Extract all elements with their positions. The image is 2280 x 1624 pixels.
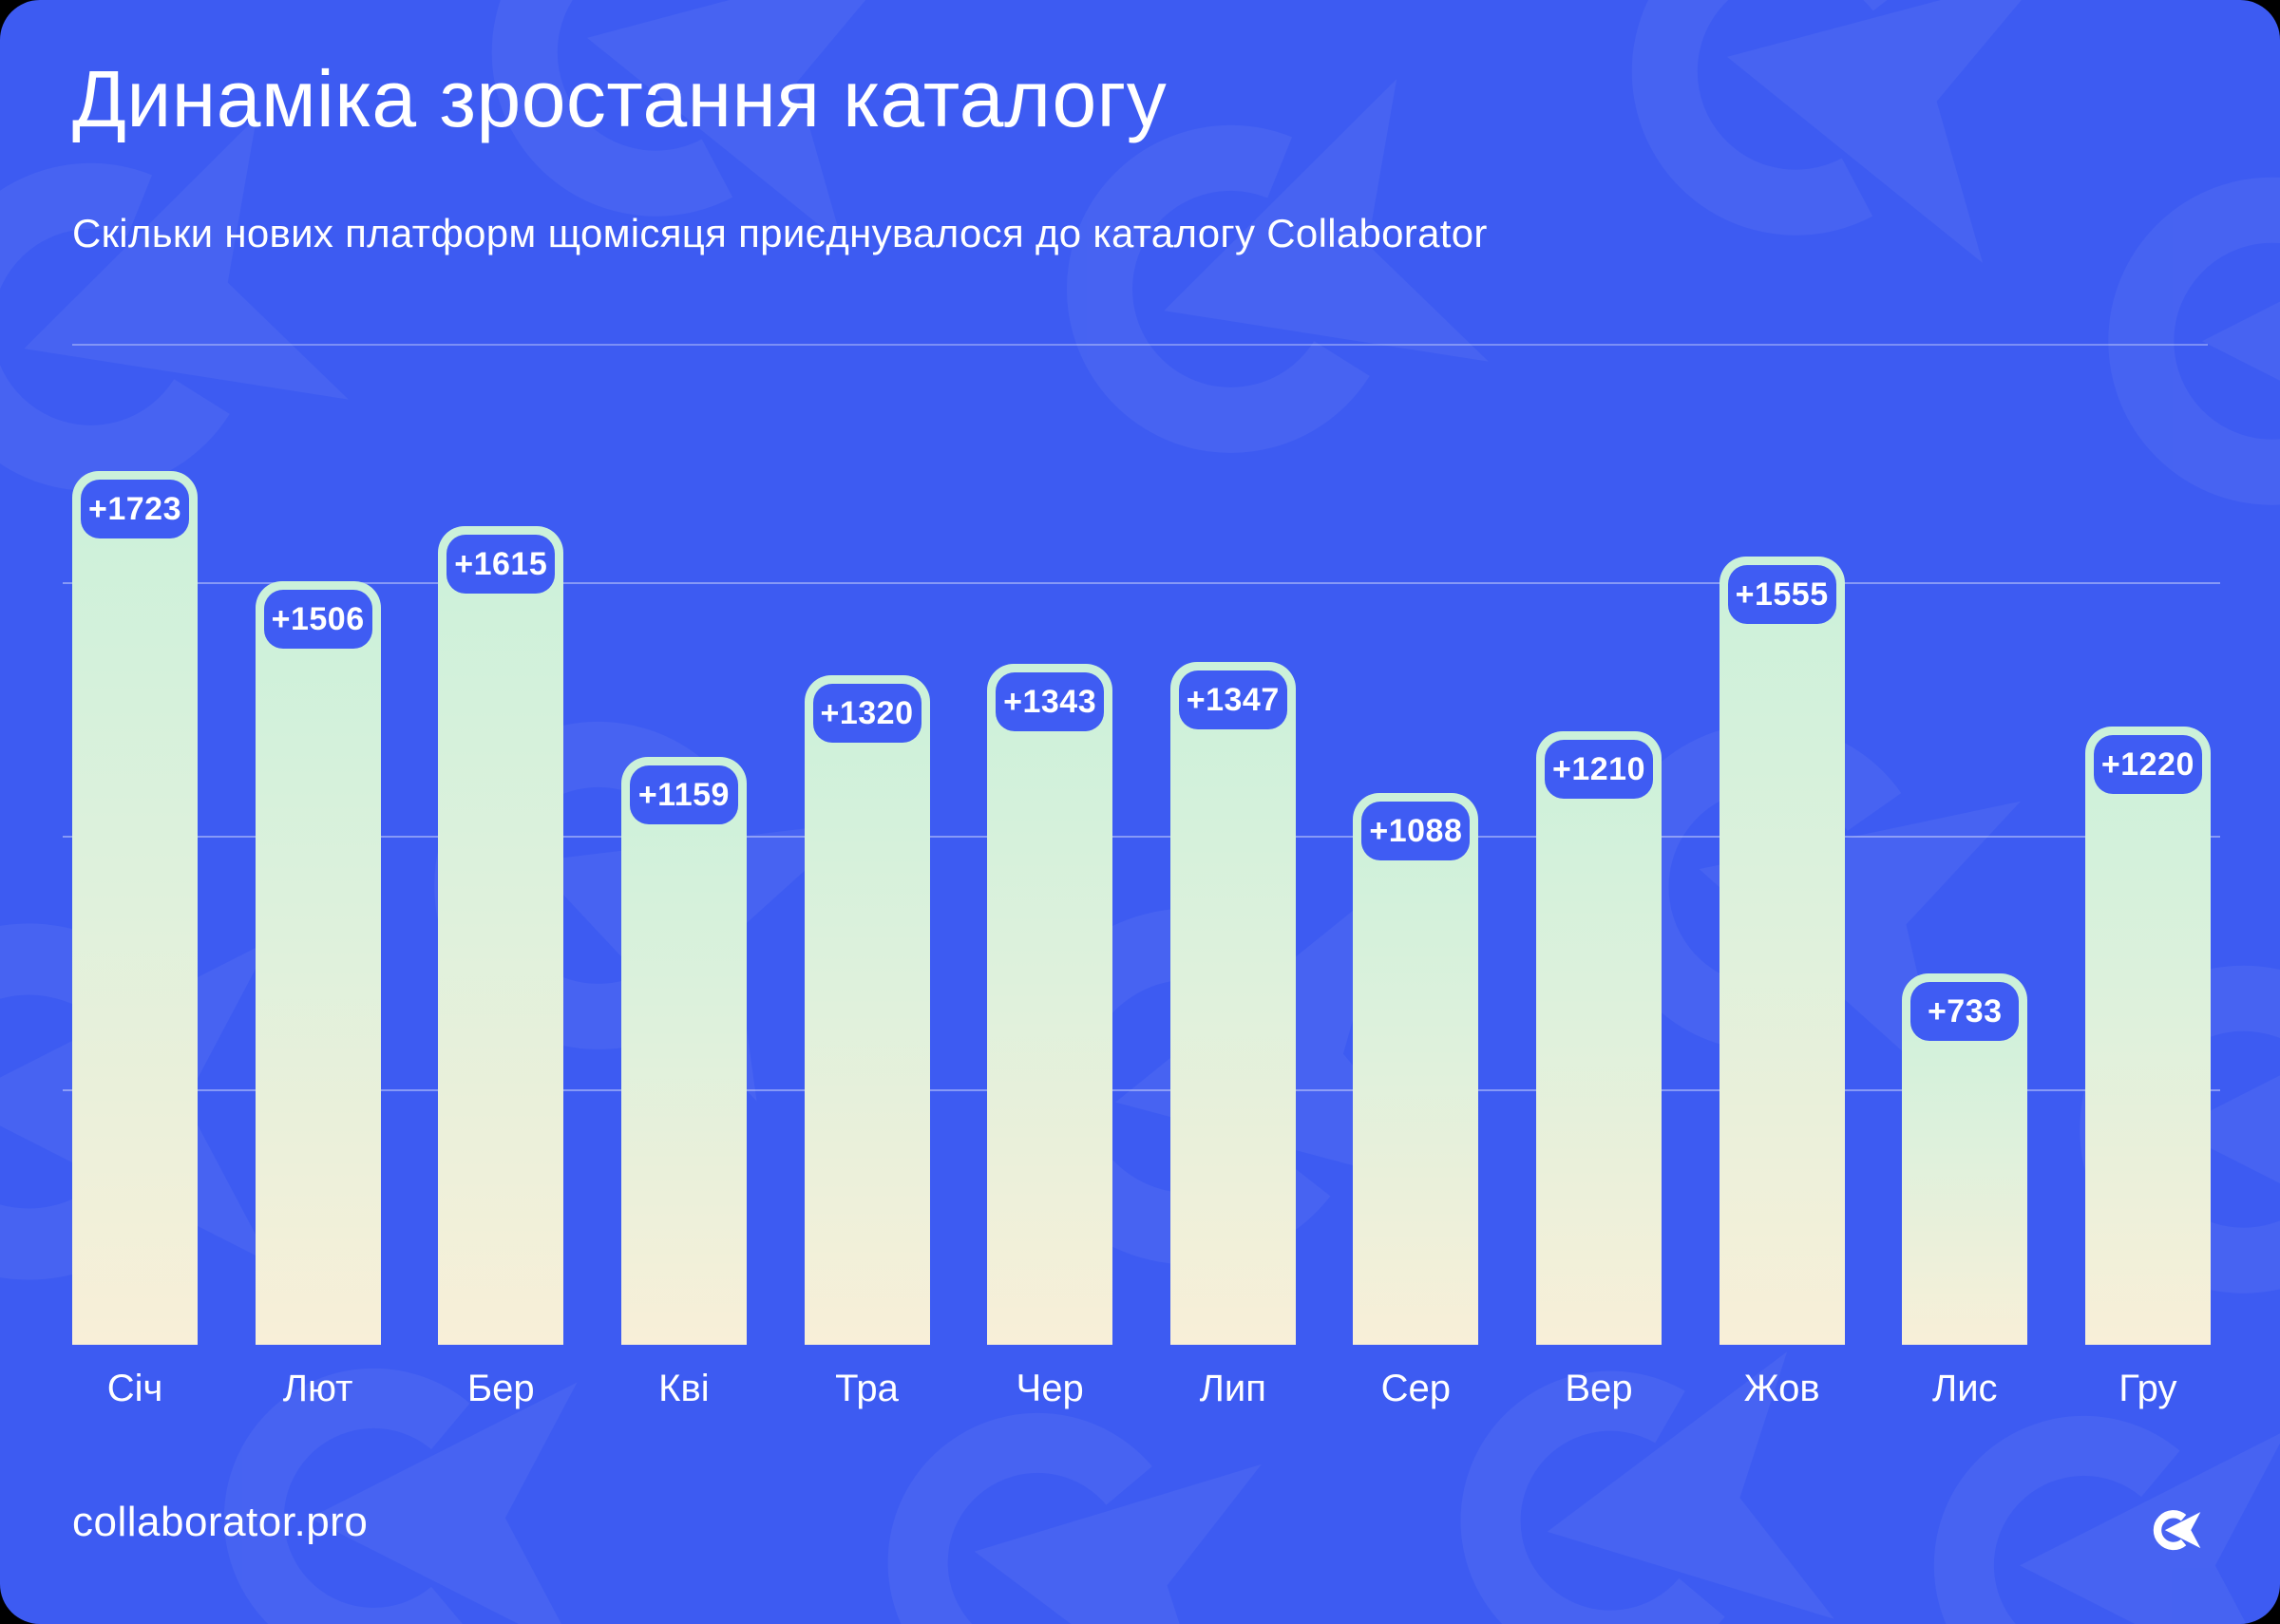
bar-Тра: +1320 [804, 675, 930, 1345]
bar-column: +1210 [1536, 399, 1662, 1345]
bar-Жов: +1555 [1719, 557, 1845, 1345]
bar-column: +1555 [1719, 399, 1845, 1345]
bar-Лип: +1347 [1169, 662, 1296, 1345]
x-axis-label: Сер [1380, 1368, 1452, 1409]
value-badge: +1088 [1361, 802, 1471, 860]
value-badge: +1723 [81, 480, 189, 538]
bar-column: +1615 [438, 399, 564, 1345]
bar-Бер: +1615 [438, 526, 564, 1345]
value-badge: +1343 [996, 672, 1105, 731]
x-axis-labels-row: Січ Лют Бер Кві Тра Чер Лип Сер Вер Жов Лис Гру [72, 1368, 2211, 1410]
bar-Січ: +1723 [72, 471, 198, 1345]
bar-column: +1343 [987, 399, 1113, 1345]
bar-column: +1506 [255, 399, 381, 1345]
collaborator-logo-icon [2153, 1510, 2201, 1551]
gridline [63, 836, 2220, 838]
value-badge: +733 [1910, 982, 2020, 1041]
x-axis-label: Лис [1931, 1368, 1998, 1409]
bar-Гру: +1220 [2084, 727, 2211, 1345]
bar-column: +1347 [1169, 399, 1296, 1345]
bar-Лис: +733 [1902, 973, 2028, 1345]
site-url: collaborator.pro [72, 1499, 369, 1545]
bar-Вер: +1210 [1536, 731, 1662, 1345]
bar-column: +1320 [804, 399, 930, 1345]
bar-chart: +1723 +1506 +1615 +1159 +1320 +1343 +1347 +1088… [63, 399, 2220, 1345]
bar-Чер: +1343 [987, 664, 1113, 1345]
bar-column: +1159 [620, 399, 747, 1345]
page-subtitle: Скільки нових платформ щомісяця приєднув… [72, 211, 1488, 255]
x-axis-label: Вер [1565, 1368, 1633, 1409]
value-badge: +1159 [629, 765, 738, 824]
bar-Лют: +1506 [255, 581, 381, 1345]
x-axis-label: Січ [106, 1368, 163, 1409]
header-divider [72, 344, 2208, 346]
value-badge: +1506 [263, 590, 372, 649]
x-axis-label: Лип [1199, 1368, 1266, 1409]
bar-column: +733 [1902, 399, 2028, 1345]
bar-column: +1723 [72, 399, 198, 1345]
bar-Сер: +1088 [1353, 793, 1479, 1345]
x-axis-label: Бер [466, 1368, 535, 1409]
x-axis-label: Чер [1016, 1368, 1084, 1409]
x-axis-label: Тра [835, 1368, 899, 1409]
value-badge: +1210 [1545, 740, 1653, 799]
value-badge: +1347 [1178, 670, 1287, 729]
bars-row: +1723 +1506 +1615 +1159 +1320 +1343 +1347 +1088… [72, 399, 2211, 1345]
value-badge: +1320 [812, 684, 922, 743]
gridline [63, 582, 2220, 584]
value-badge: +1615 [446, 535, 556, 594]
gridline [63, 1089, 2220, 1091]
page-title: Динаміка зростання каталогу [72, 54, 1168, 143]
value-badge: +1555 [1727, 565, 1836, 624]
value-badge: +1220 [2093, 735, 2202, 794]
x-axis-label: Жов [1743, 1368, 1820, 1409]
bar-Кві: +1159 [620, 757, 747, 1345]
x-axis-label: Лют [282, 1368, 353, 1409]
bar-column: +1088 [1353, 399, 1479, 1345]
x-axis-label: Гру [2118, 1368, 2177, 1409]
x-axis-label: Кві [658, 1368, 710, 1409]
bar-column: +1220 [2084, 399, 2211, 1345]
